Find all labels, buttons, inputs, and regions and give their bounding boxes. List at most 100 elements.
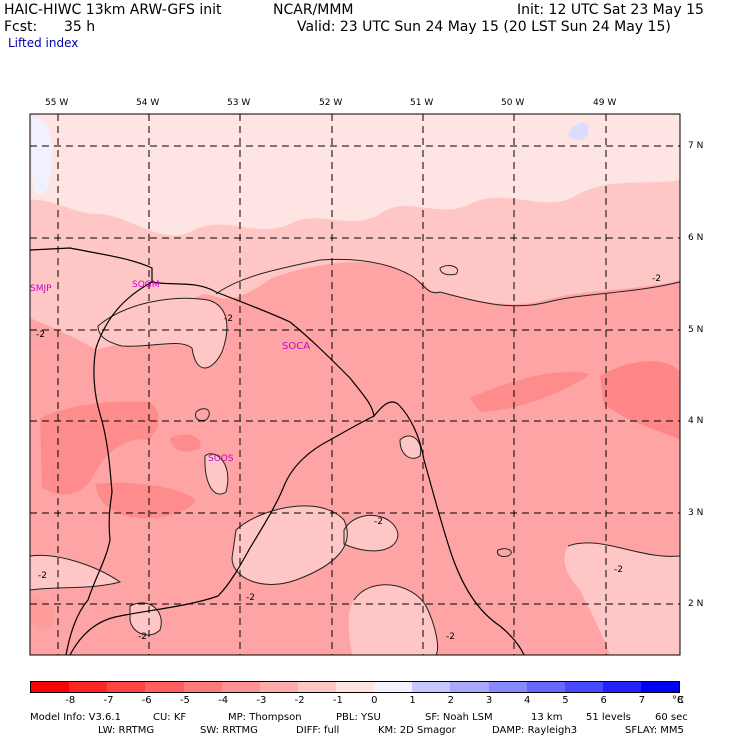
field-patch-positive xyxy=(32,117,53,195)
contour-label: -2 xyxy=(652,274,661,284)
field-patch-positive xyxy=(568,122,589,140)
field-name: Lifted index xyxy=(8,36,79,50)
colorbar-tick-label: 3 xyxy=(485,695,493,706)
colorbar-tick-label: -7 xyxy=(103,695,114,706)
colorbar-tick-label: 8 xyxy=(677,695,684,706)
field-band-medium xyxy=(30,262,680,655)
lat-label-6n: 6 N xyxy=(688,233,704,243)
footer-diff: DIFF: full xyxy=(296,725,340,736)
contour-label: -2 xyxy=(224,314,233,324)
forecast-label: Fcst: xyxy=(4,19,38,35)
field-island xyxy=(564,542,680,655)
colorbar-segment xyxy=(641,682,680,692)
footer-model-info: Model Info: V3.6.1 xyxy=(30,712,121,723)
contour-label: -2 xyxy=(38,571,47,581)
colorbar-tick-label: -8 xyxy=(65,695,76,706)
colorbar-unit: °C xyxy=(672,695,684,706)
colorbar-tick-label: 1 xyxy=(409,695,416,706)
station-smjp: SMJP xyxy=(30,284,52,294)
colorbar-segment xyxy=(259,682,298,692)
footer-sf: SF: Noah LSM xyxy=(425,712,493,723)
lon-label-50w: 50 W xyxy=(501,98,525,108)
colorbar-segment xyxy=(336,682,375,692)
colorbar-tick-label: -3 xyxy=(256,695,267,706)
field-island xyxy=(348,584,438,655)
footer-pbl: PBL: YSU xyxy=(336,712,381,723)
field-island xyxy=(400,435,421,459)
colorbar-tick-label: 0 xyxy=(371,695,378,706)
colorbar-tick-label: -6 xyxy=(141,695,152,706)
footer-resolution: 13 km xyxy=(531,712,563,723)
contour-label: -2 xyxy=(446,632,455,642)
colorbar-tick-label: -5 xyxy=(179,695,190,706)
colorbar-segment xyxy=(183,682,222,692)
colorbar-segment xyxy=(107,682,146,692)
lon-label-52w: 52 W xyxy=(319,98,343,108)
colorbar-tick-label: 2 xyxy=(447,695,454,706)
footer-km: KM: 2D Smagor xyxy=(378,725,456,736)
colorbar-segment xyxy=(412,682,451,692)
field-island xyxy=(30,555,120,590)
footer-sflay: SFLAY: MM5 xyxy=(625,725,684,736)
contour-label: -2 xyxy=(138,632,147,642)
lat-label-7n: 7 N xyxy=(688,141,704,151)
station-sogm: SOGM xyxy=(132,280,160,290)
lat-label-4n: 4 N xyxy=(688,416,704,426)
map-frame xyxy=(29,113,681,656)
colorbar-ticks: -8 -7 -6 -5 -4 -3 -2 -1 0 1 2 3 4 5 6 7 8 xyxy=(0,695,740,707)
colorbar-segment xyxy=(31,682,70,692)
field-band-dark xyxy=(170,434,201,452)
init-time: Init: 12 UTC Sat 23 May 15 xyxy=(517,2,704,18)
colorbar xyxy=(30,681,680,693)
colorbar-segment xyxy=(145,682,184,692)
footer-sw: SW: RRTMG xyxy=(200,725,258,736)
field-island xyxy=(344,515,398,551)
field-band-dark xyxy=(96,482,196,519)
lon-label-53w: 53 W xyxy=(227,98,251,108)
political-boundaries xyxy=(30,247,525,655)
station-soca: SOCA xyxy=(282,341,311,352)
field-island xyxy=(232,505,348,585)
field-band-dark xyxy=(600,361,680,440)
colorbar-tick-label: 4 xyxy=(524,695,531,706)
footer-levels: 51 levels xyxy=(586,712,631,723)
colorbar-segment xyxy=(602,682,641,692)
contour-label: -2 xyxy=(614,565,623,575)
footer-damp: DAMP: Rayleigh3 xyxy=(492,725,578,736)
contour-label: -2 xyxy=(374,517,383,527)
colorbar-segment xyxy=(374,682,413,692)
field-band-light xyxy=(30,114,680,236)
map-field xyxy=(30,114,680,655)
colorbar-tick-label: 7 xyxy=(638,695,646,706)
footer-mp: MP: Thompson xyxy=(228,712,302,723)
colorbar-tick-label: -1 xyxy=(332,695,343,706)
lat-label-2n: 2 N xyxy=(688,599,704,609)
station-soos: SOOS xyxy=(208,454,234,464)
field-island xyxy=(130,602,162,635)
field-band-dark xyxy=(470,371,590,412)
lat-label-3n: 3 N xyxy=(688,508,704,518)
contour-label: -2 xyxy=(36,330,45,340)
colorbar-segment xyxy=(69,682,108,692)
colorbar-tick-label: 5 xyxy=(562,695,569,706)
colorbar-segment xyxy=(488,682,527,692)
field-island xyxy=(98,298,227,368)
footer-cu: CU: KF xyxy=(153,712,187,723)
org-label: NCAR/MMM xyxy=(273,2,354,18)
field-island xyxy=(204,453,228,495)
colorbar-tick-label: -2 xyxy=(294,695,305,706)
model-title: HAIC-HIWC 13km ARW-GFS init xyxy=(4,2,222,18)
colorbar-segment xyxy=(526,682,565,692)
contours-minus-2 xyxy=(30,258,680,655)
colorbar-segment xyxy=(221,682,260,692)
colorbar-segment xyxy=(564,682,603,692)
footer-lw: LW: RRTMG xyxy=(98,725,155,736)
footer-timestep: 60 sec xyxy=(655,712,688,723)
colorbar-segment xyxy=(297,682,336,692)
lon-label-55w: 55 W xyxy=(45,98,69,108)
contour-label: -2 xyxy=(246,593,255,603)
lon-label-54w: 54 W xyxy=(136,98,160,108)
colorbar-segment xyxy=(450,682,489,692)
field-band-dark xyxy=(30,598,55,629)
